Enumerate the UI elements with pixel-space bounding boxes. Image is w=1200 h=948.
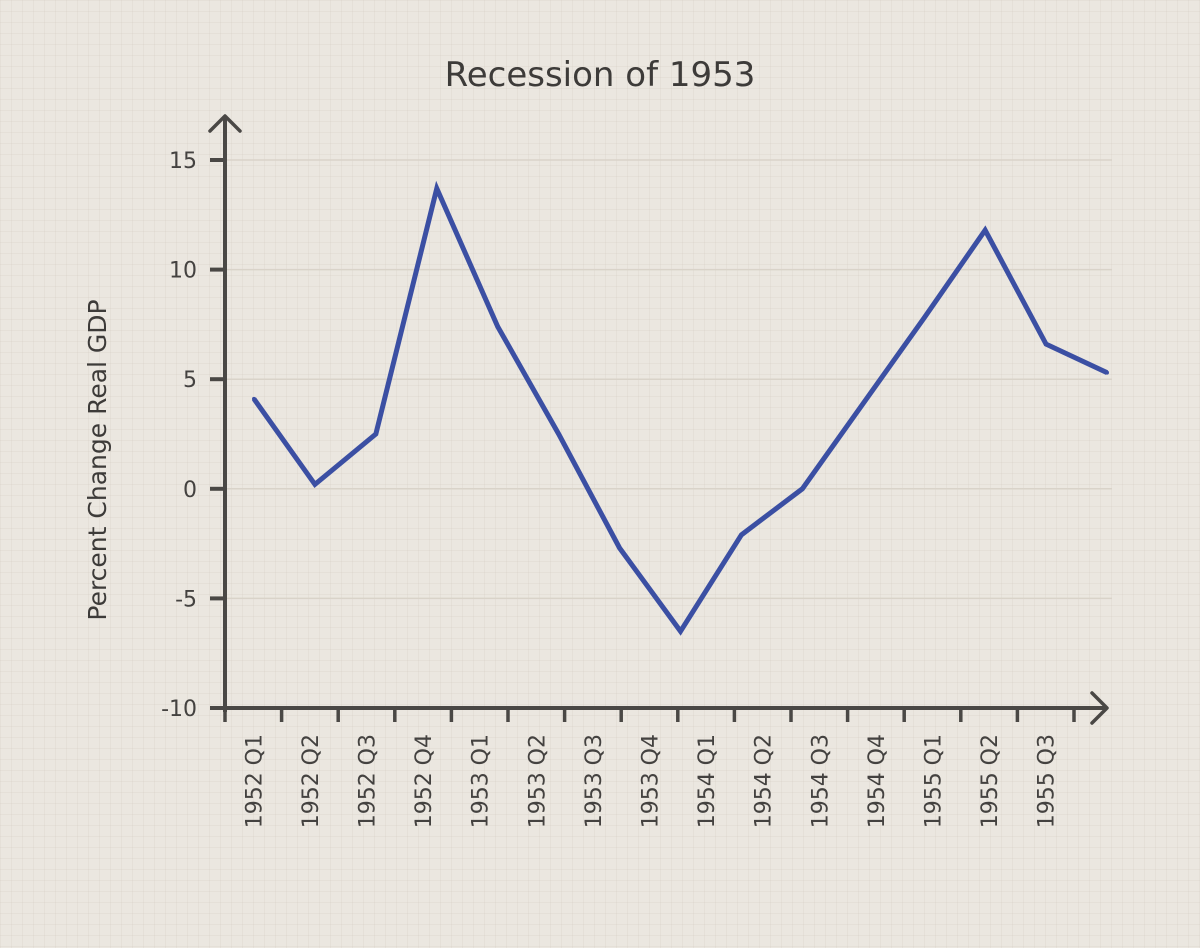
x-tick-label: 1954 Q4 <box>865 734 890 828</box>
data-point <box>983 228 988 233</box>
data-point <box>922 315 927 320</box>
axes <box>208 114 1109 725</box>
data-point <box>495 324 500 329</box>
x-tick-label: 1954 Q3 <box>808 734 833 828</box>
gridlines <box>225 159 1112 600</box>
data-point <box>252 396 256 401</box>
x-tick-label: 1952 Q2 <box>299 734 324 828</box>
chart-title: Recession of 1953 <box>445 55 756 95</box>
series-line <box>251 180 1109 636</box>
x-axis-ticks: 1952 Q1 1952 Q2 1952 Q3 1952 Q4 1953 Q1 1953 … <box>223 708 1076 828</box>
x-tick-label: 1955 Q3 <box>1035 734 1060 828</box>
data-point <box>678 629 683 634</box>
y-tick-label: 10 <box>169 259 197 284</box>
x-tick-label: 1952 Q3 <box>356 734 381 828</box>
y-axis-label: Percent Change Real GDP <box>83 299 112 620</box>
y-tick-label: 0 <box>183 478 197 503</box>
y-tick-label: 15 <box>169 149 197 174</box>
data-point <box>800 486 805 491</box>
data-point <box>739 532 744 537</box>
x-tick-label: 1954 Q2 <box>752 734 777 828</box>
y-tick-label: 5 <box>183 368 197 393</box>
data-point <box>434 186 439 191</box>
data-point <box>312 482 317 487</box>
y-axis-arrow-icon <box>208 114 242 133</box>
data-point <box>1044 342 1049 347</box>
x-tick-label: 1955 Q2 <box>978 734 1003 828</box>
y-tick-label: -10 <box>161 697 197 722</box>
x-tick-label: 1953 Q1 <box>469 734 494 828</box>
y-tick-label: -5 <box>175 587 197 612</box>
x-tick-label: 1954 Q1 <box>695 734 720 828</box>
x-tick-label: 1955 Q1 <box>922 734 947 828</box>
series-group <box>251 180 1109 636</box>
x-tick-label: 1952 Q4 <box>412 734 437 828</box>
x-axis-arrow-icon <box>1090 691 1109 725</box>
x-tick-label: 1953 Q4 <box>639 734 664 828</box>
y-axis-ticks: -10 -5 0 5 10 15 <box>161 149 225 722</box>
data-point <box>1105 370 1109 375</box>
data-point <box>556 432 561 436</box>
data-point <box>617 545 622 550</box>
data-point <box>373 432 378 436</box>
x-tick-label: 1953 Q2 <box>525 734 550 828</box>
x-tick-label: 1952 Q1 <box>242 734 267 828</box>
data-point <box>861 401 866 406</box>
x-tick-label: 1953 Q3 <box>582 734 607 828</box>
